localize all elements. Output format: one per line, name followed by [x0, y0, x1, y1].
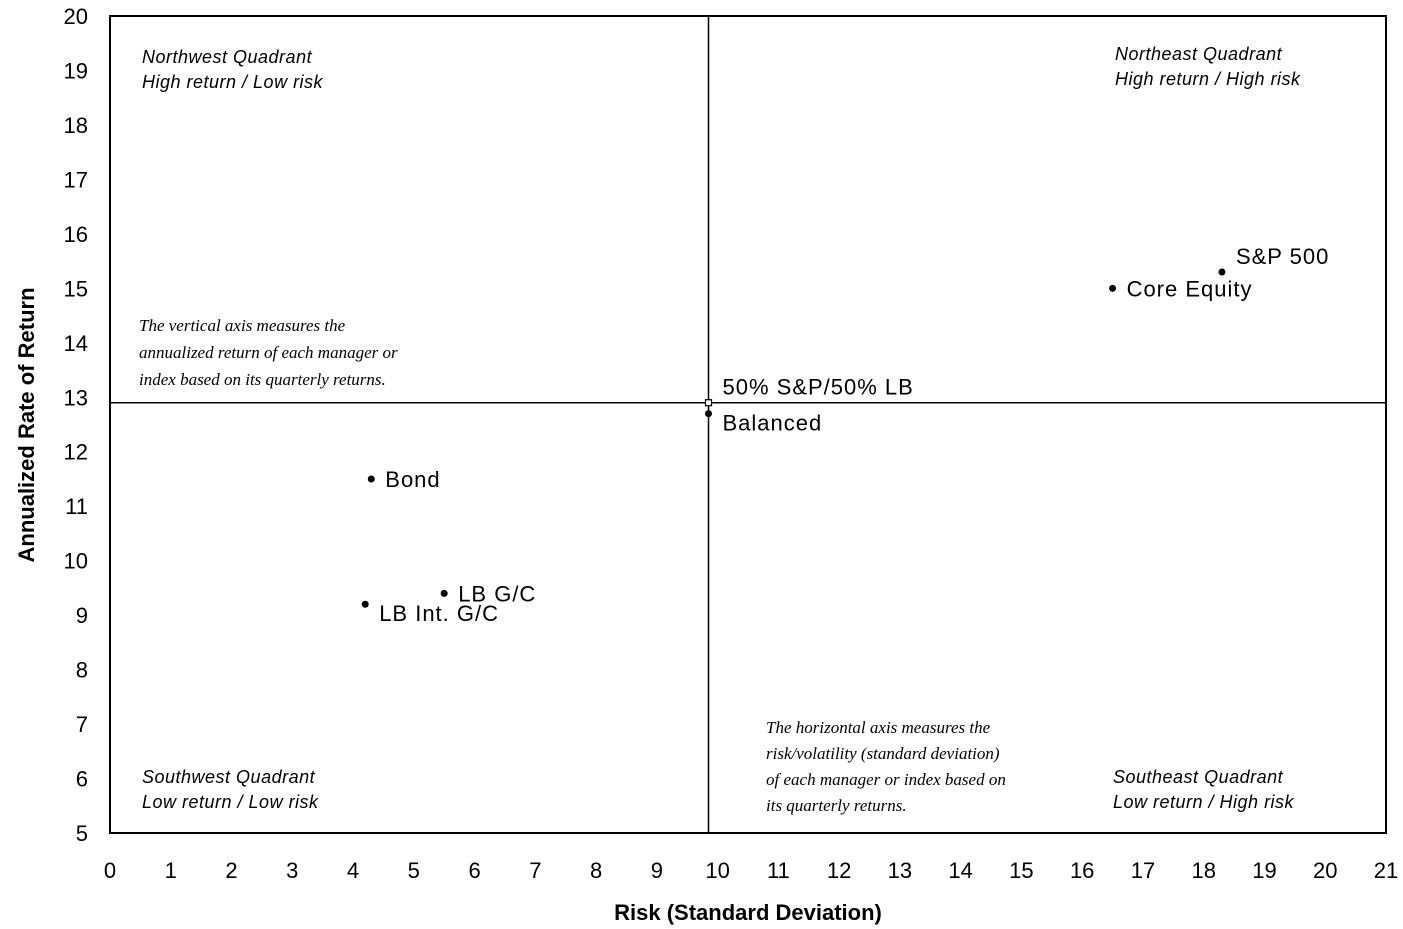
- x-tick-label: 20: [1313, 858, 1337, 883]
- y-tick-label: 5: [76, 821, 88, 846]
- y-tick-labels: 5 6 7 8 9 10 11 12 13 14 15 16 17 18 19 20: [64, 4, 88, 846]
- southwest-quadrant-title: Southwest Quadrant: [142, 767, 316, 787]
- x-tick-label: 15: [1009, 858, 1033, 883]
- y-tick-label: 7: [76, 712, 88, 737]
- northwest-quadrant-title: Northwest Quadrant: [142, 47, 313, 67]
- x-tick-label: 21: [1374, 858, 1398, 883]
- x-tick-label: 1: [165, 858, 177, 883]
- x-tick-label: 7: [529, 858, 541, 883]
- x-tick-label: 11: [767, 858, 790, 883]
- southwest-quadrant-desc: Low return / Low risk: [142, 792, 319, 812]
- horizontal-axis-note-line-2: risk/volatility (standard deviation): [766, 744, 1000, 763]
- data-point: [440, 589, 448, 597]
- x-tick-label: 2: [225, 858, 237, 883]
- x-tick-label: 14: [948, 858, 972, 883]
- x-tick-label: 12: [827, 858, 851, 883]
- x-tick-label: 8: [590, 858, 602, 883]
- data-point: [705, 410, 713, 418]
- x-tick-label: 0: [104, 858, 116, 883]
- horizontal-axis-note-line-1: The horizontal axis measures the: [766, 718, 991, 737]
- x-tick-label: 4: [347, 858, 359, 883]
- y-tick-label: 20: [64, 4, 88, 29]
- northwest-quadrant-desc: High return / Low risk: [142, 72, 324, 92]
- data-point: [1218, 268, 1226, 276]
- vertical-axis-note-line-2: annualized return of each manager or: [139, 343, 398, 362]
- x-tick-label: 18: [1191, 858, 1215, 883]
- point-label: Bond: [385, 467, 440, 492]
- data-point: [367, 475, 375, 483]
- x-tick-labels: 0 1 2 3 4 5 6 7 8 9 10 11 12 13 14 15 16 17 18 19 20 21: [104, 858, 1398, 883]
- y-tick-label: 13: [64, 385, 88, 410]
- y-tick-label: 15: [64, 276, 88, 301]
- southeast-quadrant-desc: Low return / High risk: [1113, 792, 1295, 812]
- y-tick-label: 11: [65, 494, 88, 519]
- x-axis-title: Risk (Standard Deviation): [614, 900, 882, 925]
- data-point: [1109, 284, 1117, 292]
- horizontal-axis-note-line-3: of each manager or index based on: [766, 770, 1006, 789]
- y-tick-label: 16: [64, 222, 88, 247]
- x-tick-label: 3: [286, 858, 298, 883]
- x-tick-label: 13: [888, 858, 912, 883]
- y-tick-label: 14: [64, 331, 88, 356]
- data-point: [704, 399, 713, 407]
- point-label: Balanced: [723, 411, 823, 436]
- southeast-quadrant-title: Southeast Quadrant: [1113, 767, 1284, 787]
- vertical-axis-note-line-1: The vertical axis measures the: [139, 316, 346, 335]
- data-points: S&P 500 Core Equity 50% S&P/50% LB Balanced…: [361, 244, 1329, 626]
- point-label: 50% S&P/50% LB: [723, 375, 914, 400]
- y-tick-label: 10: [64, 549, 88, 574]
- x-tick-label: 19: [1252, 858, 1276, 883]
- data-point: [361, 600, 369, 608]
- point-label: S&P 500: [1236, 244, 1329, 269]
- x-tick-label: 17: [1131, 858, 1155, 883]
- y-axis-title: Annualized Rate of Return: [14, 287, 39, 562]
- x-tick-label: 9: [651, 858, 663, 883]
- vertical-axis-note-line-3: index based on its quarterly returns.: [139, 370, 386, 389]
- plot-frame: [109, 15, 1387, 834]
- y-tick-label: 8: [76, 658, 88, 683]
- northeast-quadrant-title: Northeast Quadrant: [1115, 44, 1283, 64]
- y-tick-label: 17: [64, 167, 88, 192]
- y-tick-label: 6: [76, 767, 88, 792]
- horizontal-axis-note-line-4: its quarterly returns.: [766, 796, 907, 815]
- northeast-quadrant-desc: High return / High risk: [1115, 69, 1301, 89]
- y-tick-label: 9: [76, 603, 88, 628]
- x-tick-label: 6: [468, 858, 480, 883]
- point-label: LB Int. G/C: [379, 601, 499, 626]
- x-tick-label: 5: [408, 858, 420, 883]
- point-label: Core Equity: [1127, 276, 1253, 301]
- point-label: LB G/C: [458, 581, 536, 606]
- y-tick-label: 19: [64, 58, 88, 83]
- x-tick-label: 16: [1070, 858, 1094, 883]
- y-tick-label: 12: [64, 440, 88, 465]
- x-tick-label: 10: [705, 858, 729, 883]
- y-tick-label: 18: [64, 113, 88, 138]
